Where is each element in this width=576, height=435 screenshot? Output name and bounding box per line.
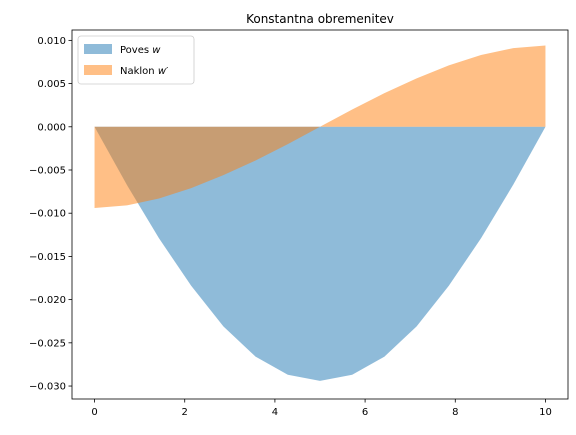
legend-label: Naklon w′ xyxy=(120,66,169,77)
y-tick-label: −0.025 xyxy=(29,338,66,349)
y-tick-label: −0.020 xyxy=(29,295,66,306)
plot-areas xyxy=(94,45,546,381)
x-tick-label: 8 xyxy=(452,407,458,418)
x-tick-label: 0 xyxy=(91,407,97,418)
x-axis: 0 2 4 6 8 10 xyxy=(91,399,552,418)
chart-title: Konstantna obremenitev xyxy=(246,12,394,26)
series-area-0 xyxy=(94,126,546,381)
legend-label: Poves w xyxy=(120,45,161,56)
x-tick-label: 4 xyxy=(272,407,278,418)
axes-frame xyxy=(71,29,569,400)
y-tick-label: −0.010 xyxy=(29,209,66,220)
x-tick-label: 2 xyxy=(182,407,188,418)
series-area-1 xyxy=(94,45,546,209)
y-axis: 0.010 0.005 0.000 −0.005 −0.010 −0.015 −0.020 −… xyxy=(29,36,72,393)
legend-swatch xyxy=(84,65,112,75)
y-tick-label: −0.005 xyxy=(29,165,66,176)
legend-swatch xyxy=(84,44,112,54)
y-tick-label: −0.030 xyxy=(29,382,66,393)
y-tick-label: 0.005 xyxy=(37,79,66,90)
x-tick-label: 10 xyxy=(539,407,552,418)
y-tick-label: 0.000 xyxy=(37,122,66,133)
legend: Poves w Naklon w′ xyxy=(77,35,195,85)
y-tick-label: −0.015 xyxy=(29,252,66,263)
y-tick-label: 0.010 xyxy=(37,36,66,47)
x-tick-label: 6 xyxy=(362,407,368,418)
